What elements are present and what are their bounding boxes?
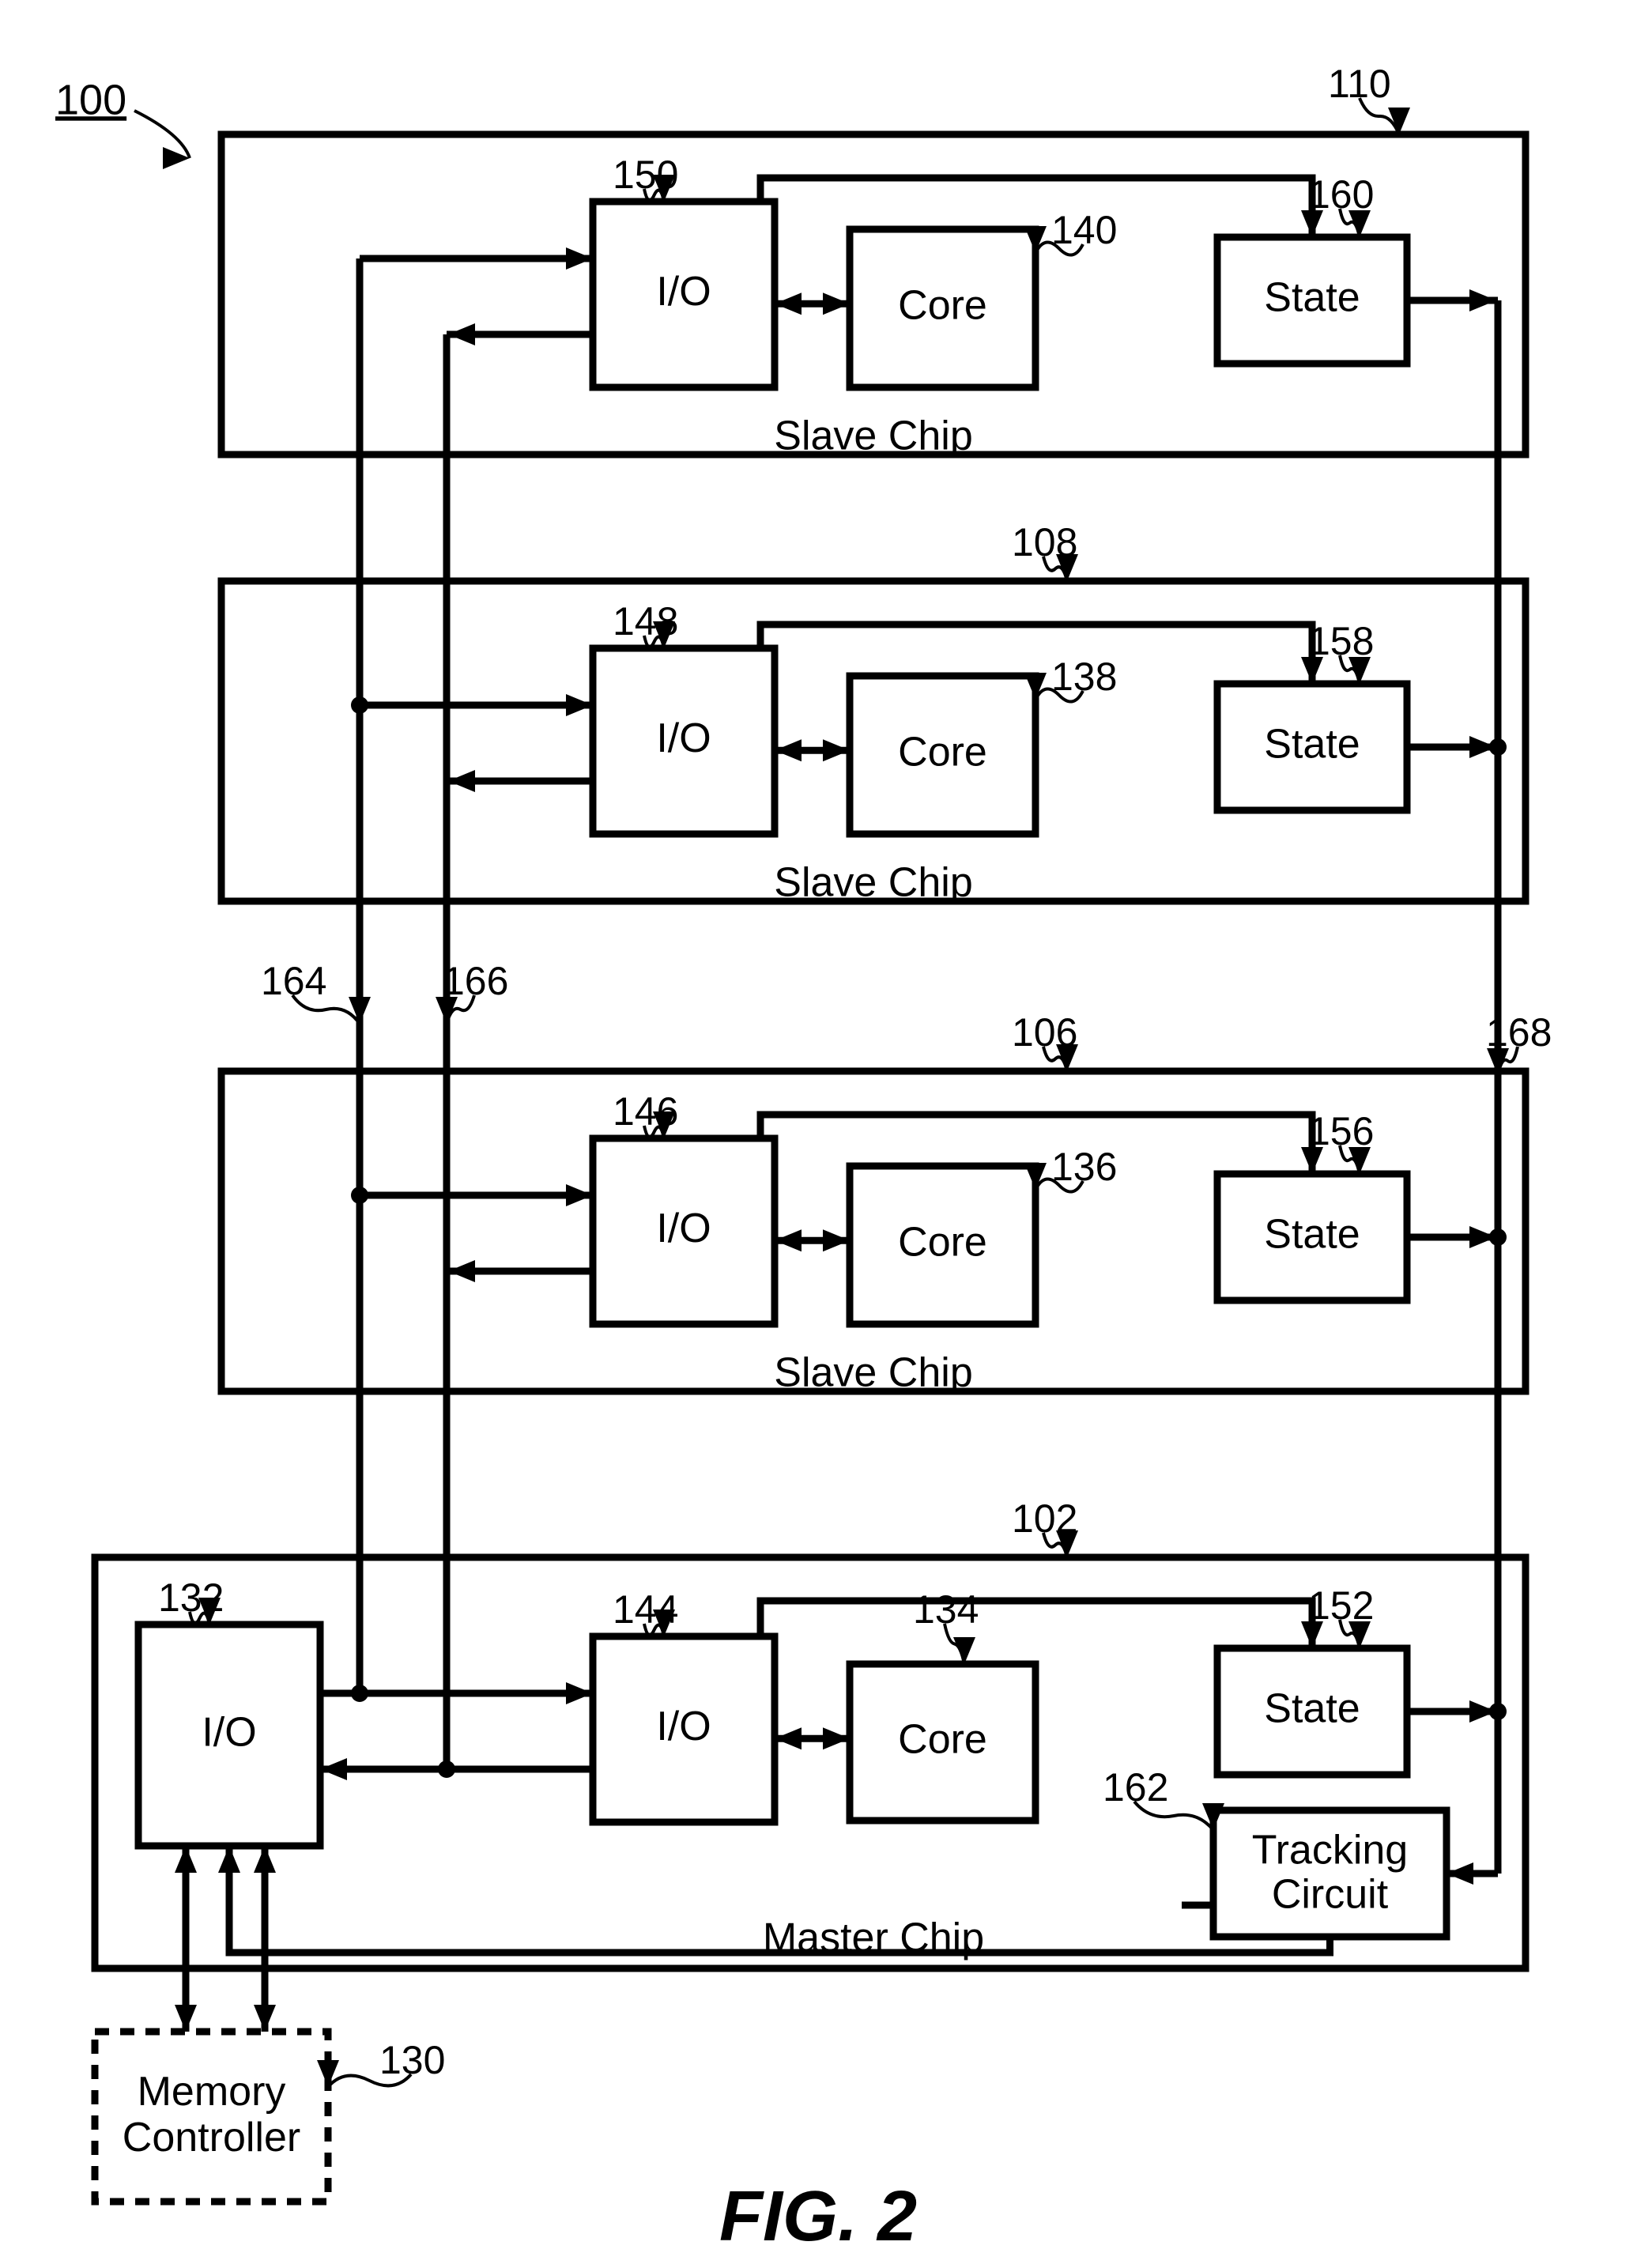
svg-text:I/O: I/O xyxy=(656,715,711,761)
svg-text:I/O: I/O xyxy=(656,1704,711,1749)
svg-text:I/O: I/O xyxy=(202,1710,256,1756)
svg-text:Core: Core xyxy=(898,730,987,775)
svg-text:Slave Chip: Slave Chip xyxy=(774,413,972,459)
svg-text:State: State xyxy=(1264,1212,1360,1258)
svg-text:Controller: Controller xyxy=(123,2115,300,2160)
svg-text:Tracking: Tracking xyxy=(1252,1828,1408,1874)
svg-text:State: State xyxy=(1264,1686,1360,1732)
svg-text:Core: Core xyxy=(898,1717,987,1763)
svg-text:FIG. 2: FIG. 2 xyxy=(719,2177,917,2256)
svg-text:I/O: I/O xyxy=(656,1206,711,1251)
svg-text:166: 166 xyxy=(443,959,508,1003)
svg-text:130: 130 xyxy=(379,2038,445,2082)
svg-text:Core: Core xyxy=(898,1220,987,1266)
svg-text:State: State xyxy=(1264,275,1360,321)
svg-text:Memory: Memory xyxy=(138,2069,286,2115)
svg-text:100: 100 xyxy=(55,76,126,123)
svg-text:168: 168 xyxy=(1486,1010,1552,1055)
svg-text:138: 138 xyxy=(1051,655,1117,699)
svg-text:140: 140 xyxy=(1051,208,1117,252)
svg-text:Core: Core xyxy=(898,283,987,329)
svg-text:Slave Chip: Slave Chip xyxy=(774,860,972,906)
svg-text:I/O: I/O xyxy=(656,269,711,315)
svg-text:136: 136 xyxy=(1051,1145,1117,1189)
svg-text:Circuit: Circuit xyxy=(1272,1872,1389,1918)
svg-text:State: State xyxy=(1264,722,1360,768)
svg-text:Slave Chip: Slave Chip xyxy=(774,1350,972,1396)
